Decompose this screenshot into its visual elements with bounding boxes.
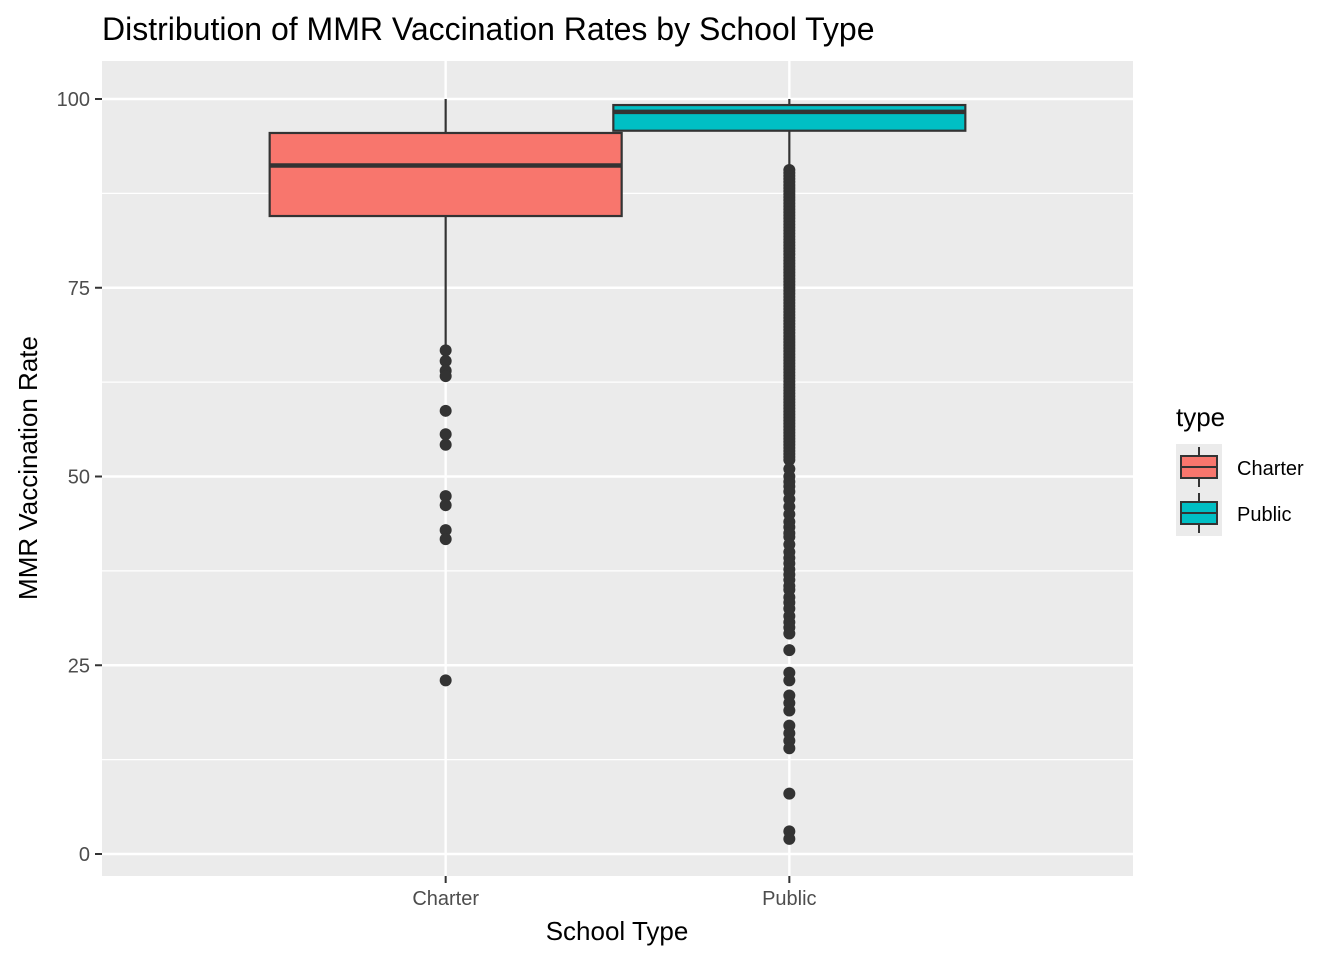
outlier-point <box>439 344 452 357</box>
y-tick-label: 100 <box>57 89 90 111</box>
outlier-point <box>783 674 796 687</box>
y-axis: 0 25 50 75 100 <box>57 89 102 866</box>
y-axis-title: MMR Vaccination Rate <box>13 336 43 600</box>
y-tick-label: 50 <box>68 467 90 489</box>
legend-label: Public <box>1237 504 1291 526</box>
x-axis-title: School Type <box>546 916 689 946</box>
box-charter <box>268 99 623 687</box>
box-iqr <box>612 103 967 132</box>
legend: type Charter Public <box>1176 402 1304 536</box>
legend-title: type <box>1176 402 1225 432</box>
box-iqr <box>268 131 623 218</box>
y-tick-label: 0 <box>79 844 90 866</box>
outlier-point <box>439 674 452 687</box>
outlier-point <box>439 533 452 546</box>
outlier-point <box>439 490 452 503</box>
x-axis: Charter Public <box>412 876 817 910</box>
outlier-point <box>783 787 796 800</box>
legend-label: Charter <box>1237 458 1304 480</box>
boxes <box>268 99 967 845</box>
outlier-point <box>783 704 796 717</box>
x-tick-label: Charter <box>412 888 479 910</box>
outlier-point <box>783 627 796 640</box>
outlier-point <box>439 428 452 441</box>
legend-key-charter <box>1176 444 1222 490</box>
outlier-point <box>439 404 452 417</box>
outlier-point <box>439 370 452 383</box>
y-tick-label: 25 <box>68 655 90 677</box>
outlier-point <box>783 742 796 755</box>
legend-key-public <box>1176 490 1222 536</box>
outlier-point <box>783 832 796 845</box>
outlier-point <box>783 644 796 657</box>
outlier-point <box>439 438 452 451</box>
chart-title: Distribution of MMR Vaccination Rates by… <box>102 11 875 47</box>
outlier-point <box>439 524 452 537</box>
outlier-point <box>783 453 796 466</box>
y-tick-label: 75 <box>68 278 90 300</box>
outlier-point <box>439 499 452 512</box>
box-public <box>612 99 967 845</box>
x-tick-label: Public <box>762 888 816 910</box>
outlier-point <box>439 354 452 367</box>
